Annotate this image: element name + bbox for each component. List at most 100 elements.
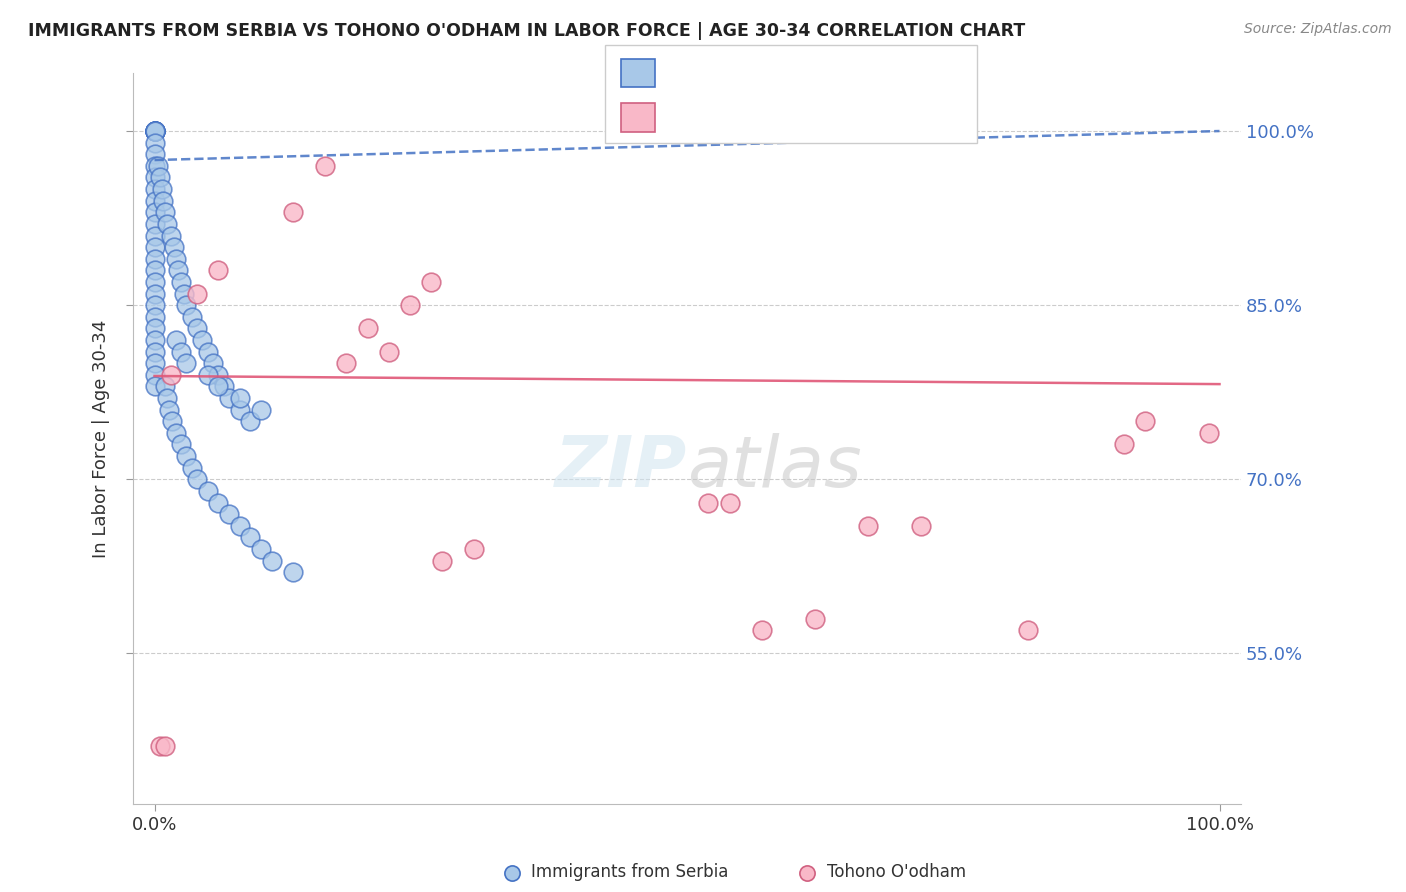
Point [170,344,193,359]
Point [152,194,174,208]
Point [149,170,172,185]
Point [202,356,225,370]
Point [176,298,198,312]
Text: atlas: atlas [688,434,862,502]
Text: Source: ZipAtlas.com: Source: ZipAtlas.com [1244,22,1392,37]
Point [143,136,166,150]
Point [335,356,357,370]
Point [229,402,252,417]
Point [143,240,166,254]
Point [197,368,219,382]
Point [143,275,166,289]
Text: N =: N = [799,64,844,84]
Point [170,275,193,289]
Point [156,217,179,231]
Point [356,321,378,335]
Text: 77: 77 [844,64,869,84]
Point [165,425,187,440]
Point [143,356,166,370]
Point [143,182,166,196]
Point [180,460,202,475]
Point [212,379,235,393]
Point [1133,414,1156,428]
Point [153,205,176,219]
Point [143,321,166,335]
Point [239,530,262,544]
Text: 0.104: 0.104 [710,64,775,84]
Point [751,624,773,638]
Point [229,391,252,405]
Point [143,205,166,219]
Text: IMMIGRANTS FROM SERBIA VS TOHONO O'ODHAM IN LABOR FORCE | AGE 30-34 CORRELATION : IMMIGRANTS FROM SERBIA VS TOHONO O'ODHAM… [28,22,1025,40]
Text: R =: R = [665,64,709,84]
Point [378,344,401,359]
Point [143,263,166,277]
Point [250,541,273,556]
Point [314,159,336,173]
Point [143,124,166,138]
Point [149,739,172,754]
Point [143,298,166,312]
Point [399,298,422,312]
Point [186,472,208,486]
Text: Immigrants from Serbia: Immigrants from Serbia [531,863,728,881]
Point [143,228,166,243]
Point [163,240,186,254]
Point [430,553,453,567]
Text: ZIP: ZIP [555,434,688,502]
Point [143,217,166,231]
Point [165,333,187,347]
Point [143,333,166,347]
Point [218,507,240,521]
Point [463,541,485,556]
Point [160,414,183,428]
Text: R =: R = [665,109,709,128]
Y-axis label: In Labor Force | Age 30-34: In Labor Force | Age 30-34 [93,319,110,558]
Point [1112,437,1135,451]
Point [239,414,262,428]
Point [186,286,208,301]
Text: -0.012: -0.012 [710,109,775,128]
Point [143,194,166,208]
Point [197,483,219,498]
Point [1198,425,1220,440]
Point [176,356,198,370]
Point [143,368,166,382]
Point [718,495,741,509]
Point [804,612,827,626]
Point [143,124,166,138]
Point [697,495,720,509]
Point [143,124,166,138]
Point [159,368,181,382]
Point [143,286,166,301]
Point [143,147,166,161]
Point [420,275,443,289]
Point [143,159,166,173]
Point [281,205,304,219]
Point [150,182,173,196]
Point [1017,624,1039,638]
Point [143,124,166,138]
Point [165,252,187,266]
Point [207,263,229,277]
Point [281,565,304,579]
Point [501,866,523,880]
Point [143,252,166,266]
Point [143,310,166,324]
Point [191,333,214,347]
Point [143,124,166,138]
Point [143,124,166,138]
Point [159,228,181,243]
Point [143,124,166,138]
Point [250,402,273,417]
Text: N =: N = [799,109,844,128]
Point [186,321,208,335]
Text: 24: 24 [844,109,869,128]
Point [143,379,166,393]
Point [796,866,818,880]
Point [260,553,283,567]
Point [143,124,166,138]
Point [156,391,179,405]
Point [207,495,229,509]
Point [143,344,166,359]
